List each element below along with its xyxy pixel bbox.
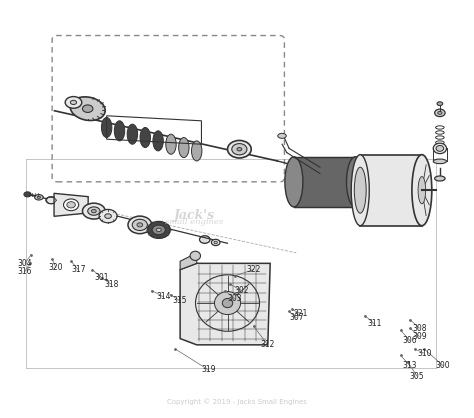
Ellipse shape <box>105 214 111 218</box>
Ellipse shape <box>46 197 56 204</box>
Ellipse shape <box>437 102 443 105</box>
Ellipse shape <box>433 143 447 154</box>
Ellipse shape <box>147 222 170 238</box>
Text: 300: 300 <box>436 361 450 370</box>
Text: 302: 302 <box>235 286 249 295</box>
Ellipse shape <box>132 219 147 231</box>
Ellipse shape <box>237 148 242 151</box>
Ellipse shape <box>65 97 82 108</box>
Text: 304: 304 <box>18 259 32 268</box>
Text: 315: 315 <box>173 296 187 306</box>
Ellipse shape <box>137 223 143 227</box>
Ellipse shape <box>82 105 93 112</box>
Text: 314: 314 <box>156 292 171 301</box>
Ellipse shape <box>436 145 444 151</box>
Ellipse shape <box>156 228 161 232</box>
Polygon shape <box>180 253 197 270</box>
Ellipse shape <box>435 176 445 181</box>
Ellipse shape <box>88 207 100 215</box>
Ellipse shape <box>64 199 79 211</box>
Ellipse shape <box>433 159 447 164</box>
Text: 322: 322 <box>246 265 261 274</box>
Ellipse shape <box>214 292 240 315</box>
Polygon shape <box>54 193 88 217</box>
Text: Jack's: Jack's <box>174 209 215 222</box>
Ellipse shape <box>82 203 105 219</box>
Ellipse shape <box>190 251 201 260</box>
Ellipse shape <box>153 131 164 151</box>
Ellipse shape <box>166 134 176 154</box>
Ellipse shape <box>278 133 286 138</box>
Ellipse shape <box>222 298 233 308</box>
Text: 303: 303 <box>228 294 242 303</box>
Text: 313: 313 <box>403 361 417 370</box>
Ellipse shape <box>37 196 40 198</box>
Ellipse shape <box>127 124 137 144</box>
Text: 320: 320 <box>49 263 63 272</box>
Ellipse shape <box>128 216 152 234</box>
Text: 308: 308 <box>412 324 427 333</box>
Ellipse shape <box>114 121 125 141</box>
Text: 311: 311 <box>367 319 382 329</box>
Ellipse shape <box>70 100 76 104</box>
Ellipse shape <box>35 195 43 200</box>
Text: 310: 310 <box>417 349 431 358</box>
Ellipse shape <box>191 141 202 161</box>
Ellipse shape <box>99 209 117 223</box>
Ellipse shape <box>354 167 366 213</box>
Ellipse shape <box>152 225 165 235</box>
Ellipse shape <box>418 176 426 204</box>
Text: Copyright © 2019 - Jacks Small Engines: Copyright © 2019 - Jacks Small Engines <box>167 399 307 405</box>
Ellipse shape <box>435 109 445 117</box>
Text: 319: 319 <box>201 365 216 375</box>
Text: 312: 312 <box>261 340 275 349</box>
Ellipse shape <box>91 209 96 213</box>
Ellipse shape <box>211 239 220 245</box>
Ellipse shape <box>346 157 365 207</box>
Ellipse shape <box>24 192 31 197</box>
Text: 305: 305 <box>410 372 424 381</box>
Bar <box>294 157 356 207</box>
Text: 318: 318 <box>104 280 118 289</box>
Ellipse shape <box>67 201 75 208</box>
Ellipse shape <box>214 241 217 244</box>
Ellipse shape <box>140 127 150 148</box>
Text: 301: 301 <box>95 273 109 283</box>
Text: 309: 309 <box>412 332 427 341</box>
Text: 316: 316 <box>18 267 32 276</box>
Ellipse shape <box>201 237 209 242</box>
Ellipse shape <box>285 157 303 207</box>
Ellipse shape <box>232 144 247 155</box>
Ellipse shape <box>228 140 251 158</box>
Text: 307: 307 <box>289 313 303 322</box>
Ellipse shape <box>351 155 369 226</box>
Text: 321: 321 <box>294 309 308 318</box>
Text: 317: 317 <box>71 265 85 274</box>
Ellipse shape <box>101 117 112 138</box>
Polygon shape <box>360 155 422 226</box>
Ellipse shape <box>412 155 432 226</box>
Polygon shape <box>180 263 270 345</box>
Ellipse shape <box>438 111 442 115</box>
Text: 306: 306 <box>403 336 417 345</box>
Text: small engines: small engines <box>165 218 223 227</box>
Ellipse shape <box>179 138 189 158</box>
Ellipse shape <box>70 97 105 120</box>
